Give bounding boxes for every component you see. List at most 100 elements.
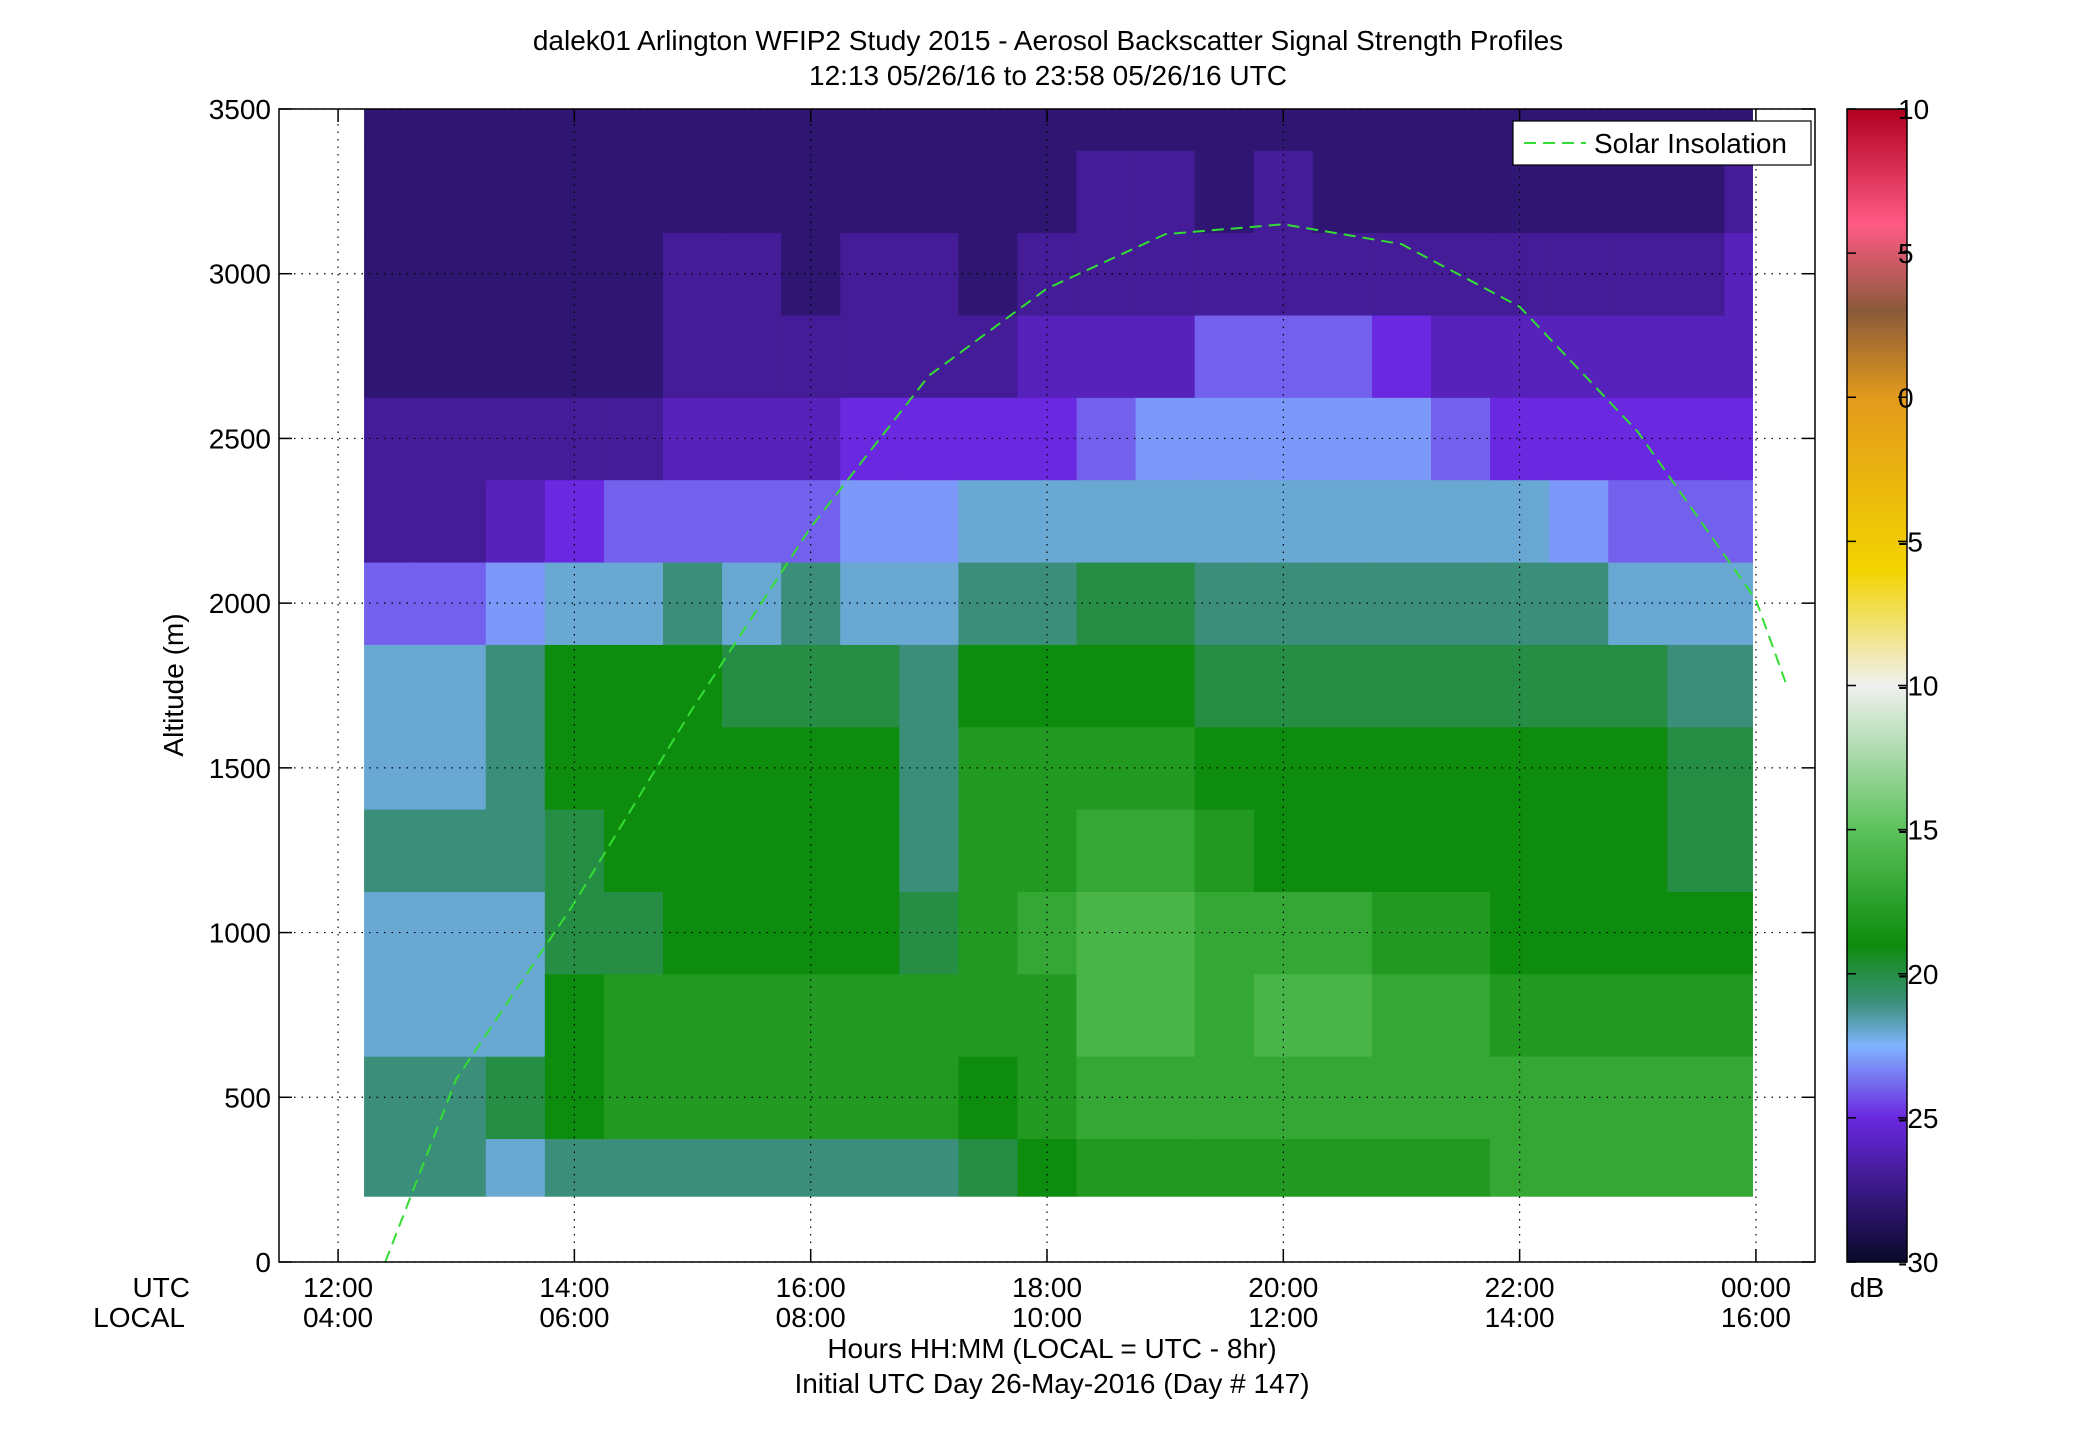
x-tick-label-utc: 14:00 bbox=[539, 1272, 609, 1303]
heatmap-cell bbox=[485, 891, 546, 975]
heatmap-cell bbox=[899, 644, 959, 728]
heatmap-cell bbox=[1724, 314, 1753, 398]
heatmap-cell bbox=[1724, 1138, 1753, 1197]
heatmap-cell bbox=[603, 644, 664, 728]
y-tick-label: 0 bbox=[255, 1247, 271, 1278]
heatmap-cell bbox=[840, 109, 900, 151]
heatmap-cell bbox=[1549, 891, 1609, 975]
heatmap-cell bbox=[899, 726, 959, 810]
heatmap-cell bbox=[1724, 726, 1753, 810]
heatmap-cell bbox=[1608, 973, 1668, 1057]
heatmap-cell bbox=[1549, 809, 1609, 892]
heatmap-cell bbox=[364, 314, 411, 398]
heatmap-cell bbox=[1076, 644, 1137, 728]
heatmap-cell bbox=[1017, 1056, 1078, 1140]
heatmap-cell bbox=[899, 397, 959, 481]
heatmap-cell bbox=[899, 314, 959, 398]
heatmap-cell bbox=[1431, 150, 1491, 234]
y-axis-label: Altitude (m) bbox=[158, 613, 189, 756]
heatmap-cell bbox=[1608, 561, 1668, 645]
heatmap-cell bbox=[485, 150, 546, 234]
heatmap-cell bbox=[1431, 1138, 1491, 1197]
heatmap-cell bbox=[1667, 479, 1726, 563]
heatmap-cell bbox=[1371, 397, 1432, 481]
heatmap-cell bbox=[1490, 809, 1550, 892]
heatmap-cell bbox=[1194, 109, 1255, 151]
heatmap-cell bbox=[1724, 891, 1753, 975]
heatmap-cell bbox=[1371, 726, 1432, 810]
heatmap-cell bbox=[1724, 232, 1753, 316]
heatmap-cell bbox=[485, 314, 546, 398]
heatmap-cell bbox=[1667, 314, 1726, 398]
colorbar-tick-label: -10 bbox=[1898, 671, 1938, 702]
heatmap-cell bbox=[663, 973, 723, 1057]
x-tick-label-local: 16:00 bbox=[1721, 1302, 1791, 1333]
heatmap-cell bbox=[1371, 891, 1432, 975]
heatmap-cell bbox=[1312, 109, 1373, 151]
heatmap-cell bbox=[1549, 314, 1609, 398]
local-row-label: LOCAL bbox=[93, 1302, 185, 1333]
heatmap-cell bbox=[1608, 397, 1668, 481]
chart-subtitle: 12:13 05/26/16 to 23:58 05/26/16 UTC bbox=[809, 60, 1287, 91]
utc-row-label: UTC bbox=[132, 1272, 190, 1303]
heatmap-cell bbox=[364, 109, 411, 151]
heatmap-cell bbox=[485, 644, 546, 728]
heatmap-cell bbox=[1667, 726, 1726, 810]
heatmap-cell bbox=[1431, 109, 1491, 151]
heatmap-cell bbox=[663, 644, 723, 728]
heatmap-cell bbox=[1667, 561, 1726, 645]
heatmap-cell bbox=[1431, 314, 1491, 398]
heatmap-cell bbox=[1608, 644, 1668, 728]
y-tick-label: 3000 bbox=[209, 259, 271, 290]
heatmap-cell bbox=[1194, 809, 1255, 892]
heatmap-cell bbox=[1312, 973, 1373, 1057]
heatmap-cell bbox=[1608, 314, 1668, 398]
heatmap-cell bbox=[1312, 644, 1373, 728]
heatmap-cell bbox=[1490, 891, 1550, 975]
heatmap-cell bbox=[1431, 479, 1491, 563]
heatmap-cell bbox=[958, 314, 1019, 398]
heatmap-cell bbox=[899, 561, 959, 645]
colorbar-gradient bbox=[1846, 108, 1908, 1263]
heatmap-cell bbox=[1724, 397, 1753, 481]
heatmap-cell bbox=[1076, 1056, 1137, 1140]
heatmap-cell bbox=[1135, 644, 1196, 728]
x-tick-label-utc: 12:00 bbox=[303, 1272, 373, 1303]
heatmap-cell bbox=[1549, 397, 1609, 481]
heatmap-cell bbox=[1371, 109, 1432, 151]
heatmap-cell bbox=[1667, 644, 1726, 728]
heatmap-cell bbox=[1608, 479, 1668, 563]
heatmap-cell bbox=[1194, 973, 1255, 1057]
heatmap-cell bbox=[1253, 479, 1314, 563]
heatmap-cell bbox=[1490, 1056, 1550, 1140]
x-tick-label-local: 04:00 bbox=[303, 1302, 373, 1333]
heatmap-cell bbox=[1017, 973, 1078, 1057]
heatmap-cell bbox=[603, 809, 664, 892]
heatmap-cell bbox=[485, 397, 546, 481]
legend: Solar Insolation bbox=[1512, 120, 1812, 166]
heatmap-cell bbox=[781, 644, 841, 728]
axis-ticks: 050010001500200025003000350012:0004:0014… bbox=[209, 94, 1815, 1333]
heatmap-cell bbox=[485, 726, 546, 810]
heatmap-cell bbox=[1253, 561, 1314, 645]
y-tick-label: 1500 bbox=[209, 753, 271, 784]
x-tick-label-utc: 22:00 bbox=[1485, 1272, 1555, 1303]
heatmap-cell bbox=[722, 109, 782, 151]
colorbar-tick-label: -20 bbox=[1898, 959, 1938, 990]
heatmap-cell bbox=[899, 232, 959, 316]
heatmap-cell bbox=[1076, 891, 1137, 975]
heatmap-cell bbox=[1076, 479, 1137, 563]
heatmap-cell bbox=[1549, 644, 1609, 728]
heatmap-cell bbox=[1431, 397, 1491, 481]
heatmap-cell bbox=[1253, 644, 1314, 728]
heatmap-cell bbox=[364, 644, 411, 728]
heatmap-cell bbox=[603, 150, 664, 234]
heatmap-cell bbox=[958, 644, 1019, 728]
heatmap-cell bbox=[1017, 479, 1078, 563]
heatmap-cell bbox=[840, 1138, 900, 1197]
heatmap-cell bbox=[364, 232, 411, 316]
heatmap-cell bbox=[1608, 1056, 1668, 1140]
heatmap-cell bbox=[1312, 314, 1373, 398]
heatmap-cell bbox=[1253, 314, 1314, 398]
